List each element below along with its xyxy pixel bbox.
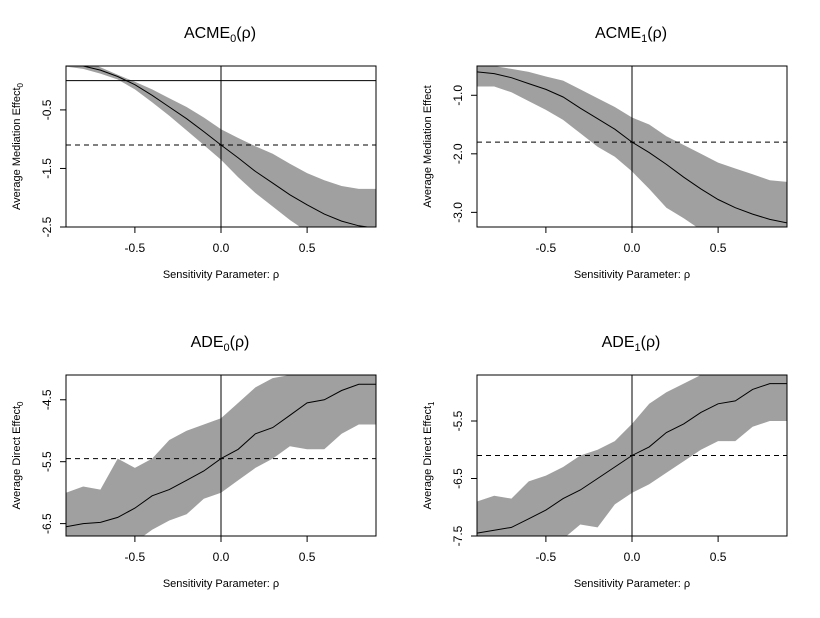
chart-title: ADE1(ρ) xyxy=(602,334,661,354)
x-tick-label: -0.5 xyxy=(536,241,557,255)
title-tail: (ρ) xyxy=(236,25,256,42)
y-tick-label: -6.5 xyxy=(451,468,465,489)
x-tick-label: -0.5 xyxy=(125,241,146,255)
x-tick-label: 0.5 xyxy=(299,550,316,564)
y-tick-label: -0.5 xyxy=(40,99,54,120)
y-tick-label: -7.5 xyxy=(451,525,465,546)
y-tick-label: -6.5 xyxy=(40,513,54,534)
y-tick-label: -2.0 xyxy=(451,143,465,164)
title-subscript: 1 xyxy=(635,342,641,354)
y-tick-label: -4.5 xyxy=(40,389,54,410)
x-tick-label: 0.0 xyxy=(213,241,230,255)
x-axis-label: Sensitivity Parameter: ρ xyxy=(574,578,690,590)
y-axis-label-text: Average Mediation Effect xyxy=(11,87,23,210)
y-tick-label: -1.0 xyxy=(451,85,465,106)
x-tick-label: 0.0 xyxy=(624,241,641,255)
y-axis-label: Average Mediation Effect xyxy=(422,85,434,208)
y-tick-label: -5.5 xyxy=(451,410,465,431)
y-axis-label: Average Mediation Effect0 xyxy=(11,82,25,210)
title-tail: (ρ) xyxy=(647,25,667,42)
x-tick-label: 0.0 xyxy=(213,550,230,564)
x-axis-label: Sensitivity Parameter: ρ xyxy=(574,269,690,281)
title-tail: (ρ) xyxy=(230,334,250,351)
chart-panel-1: -0.5 0.0 0.5-0.5-1.5-2.5ACME0(ρ)Sensitivit… xyxy=(11,25,377,281)
title-subscript: 1 xyxy=(641,33,647,45)
y-axis-label-subscript: 0 xyxy=(16,401,25,406)
x-axis-label: Sensitivity Parameter: ρ xyxy=(163,269,279,281)
y-axis-label: Average Direct Effect1 xyxy=(422,401,436,510)
title-main: ACME xyxy=(595,25,641,42)
chart-title: ACME0(ρ) xyxy=(184,25,256,45)
x-axis-label: Sensitivity Parameter: ρ xyxy=(163,578,279,590)
chart-panel-2: -0.5 0.0 0.5 -1.0 -2.0 -3.0 ACME1(ρ) Sensitivit… xyxy=(422,25,788,281)
title-main: ACME xyxy=(184,25,230,42)
x-tick-label: 0.0 xyxy=(624,550,641,564)
x-tick-label: 0.5 xyxy=(299,241,316,255)
plot-area xyxy=(66,66,376,227)
title-subscript: 0 xyxy=(224,342,230,354)
plot-area xyxy=(66,375,376,536)
x-tick-label: 0.5 xyxy=(710,241,727,255)
y-axis-label-text: Average Mediation Effect xyxy=(422,85,434,208)
x-tick-label: -0.5 xyxy=(125,550,146,564)
y-axis-label-subscript: 0 xyxy=(16,82,25,87)
plot-area xyxy=(477,375,787,536)
title-main: ADE xyxy=(602,334,635,351)
y-tick-label: -2.5 xyxy=(40,216,54,237)
chart-panel-3: -0.5 0.0 0.5-4.5-5.5-6.5ADE0(ρ)Sensitivity… xyxy=(11,334,377,590)
title-subscript: 0 xyxy=(230,33,236,45)
chart-title: ADE0(ρ) xyxy=(191,334,250,354)
y-tick-label: -5.5 xyxy=(40,451,54,472)
chart-panel-4: -0.5 0.0 0.5-5.5-6.5-7.5ADE1(ρ)Sensitivity… xyxy=(422,334,788,590)
y-axis-label-subscript: 1 xyxy=(427,401,436,406)
plot-area xyxy=(477,66,787,227)
y-axis-label-text: Average Direct Effect xyxy=(11,406,23,510)
x-tick-label: -0.5 xyxy=(536,550,557,564)
y-axis-label: Average Direct Effect0 xyxy=(11,401,25,510)
y-axis-label-text: Average Direct Effect xyxy=(422,406,434,510)
title-tail: (ρ) xyxy=(641,334,661,351)
chart-title: ACME1(ρ) xyxy=(595,25,667,45)
y-tick-label: -3.0 xyxy=(451,202,465,223)
y-tick-label: -1.5 xyxy=(40,158,54,179)
title-main: ADE xyxy=(191,334,224,351)
x-tick-label: 0.5 xyxy=(710,550,727,564)
